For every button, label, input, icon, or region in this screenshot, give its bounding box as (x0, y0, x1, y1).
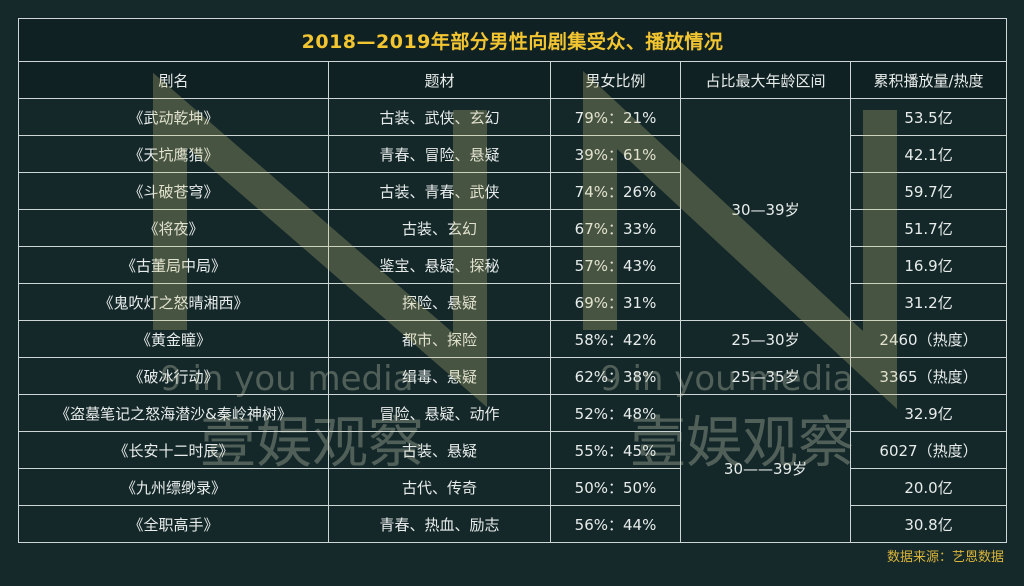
cell-genre: 古代、传奇 (328, 468, 551, 506)
cell-age-group: 25—35岁 (680, 357, 851, 395)
header-name: 剧名 (18, 61, 329, 99)
cell-ratio: 62%：38% (550, 357, 681, 395)
cell-age-group: 25—30岁 (680, 320, 851, 358)
cell-genre: 古装、玄幻 (328, 209, 551, 247)
cell-genre: 古装、武侠、玄幻 (328, 98, 551, 136)
cell-genre: 青春、热血、励志 (328, 505, 551, 543)
table-row: 《鬼吹灯之怒晴湘西》 探险、悬疑 69%：31% 31.2亿 (18, 283, 1008, 321)
cell-genre: 缉毒、悬疑 (328, 357, 551, 395)
header-age: 占比最大年龄区间 (680, 61, 851, 99)
header-plays: 累积播放量/热度 (849, 61, 1008, 99)
table-row: 《破冰行动》 缉毒、悬疑 62%：38% 25—35岁 3365（热度） (18, 357, 1008, 395)
table-row: 《将夜》 古装、玄幻 67%：33% 51.7亿 (18, 209, 1008, 247)
cell-name: 《天坑鹰猎》 (18, 135, 329, 173)
cell-name: 《盗墓笔记之怒海潜沙&秦岭神树》 (18, 394, 329, 432)
cell-plays: 31.2亿 (849, 283, 1008, 321)
table-row: 《九州缥缈录》 古代、传奇 50%：50% 20.0亿 (18, 468, 1008, 506)
cell-ratio: 74%：26% (550, 172, 681, 210)
data-source: 数据来源：艺恩数据 (886, 550, 1004, 565)
cell-ratio: 58%：42% (550, 320, 681, 358)
cell-ratio: 50%：50% (550, 468, 681, 506)
cell-age-group: 30——39岁 (680, 394, 851, 543)
cell-name: 《长安十二时辰》 (18, 431, 329, 469)
table-row: 《武动乾坤》 古装、武侠、玄幻 79%：21% 30—39岁 53.5亿 (18, 98, 1008, 321)
cell-genre: 探险、悬疑 (328, 283, 551, 321)
cell-name: 《破冰行动》 (18, 357, 329, 395)
cell-plays: 20.0亿 (849, 468, 1008, 506)
cell-genre: 冒险、悬疑、动作 (328, 394, 551, 432)
table-row: 《天坑鹰猎》 青春、冒险、悬疑 39%：61% 42.1亿 (18, 135, 1008, 173)
cell-plays: 30.8亿 (849, 505, 1008, 543)
cell-ratio: 39%：61% (550, 135, 681, 173)
table-title: 2018—2019年部分男性向剧集受众、播放情况 (17, 18, 1008, 62)
cell-name: 《全职高手》 (18, 505, 329, 543)
table-row: 《古董局中局》 鉴宝、悬疑、探秘 57%：43% 16.9亿 (18, 246, 1008, 284)
cell-name: 《将夜》 (18, 209, 329, 247)
table-row: 《长安十二时辰》 古装、悬疑 55%：45% 6027（热度） (18, 431, 1008, 469)
cell-ratio: 56%：44% (550, 505, 681, 543)
cell-plays: 42.1亿 (849, 135, 1008, 173)
table-row: 《黄金瞳》 都市、探险 58%：42% 25—30岁 2460（热度） (18, 320, 1008, 358)
header-genre: 题材 (328, 61, 551, 99)
cell-genre: 古装、悬疑 (328, 431, 551, 469)
cell-genre: 都市、探险 (328, 320, 551, 358)
cell-plays: 3365（热度） (849, 357, 1008, 395)
cell-plays: 2460（热度） (849, 320, 1008, 358)
data-table: 2018—2019年部分男性向剧集受众、播放情况 剧名 题材 男女比例 占比最大… (17, 18, 1008, 543)
cell-plays: 32.9亿 (849, 394, 1008, 432)
cell-ratio: 52%：48% (550, 394, 681, 432)
cell-name: 《斗破苍穹》 (18, 172, 329, 210)
cell-plays: 6027（热度） (849, 431, 1008, 469)
header-row: 剧名 题材 男女比例 占比最大年龄区间 累积播放量/热度 (18, 61, 1008, 99)
cell-name: 《古董局中局》 (18, 246, 329, 284)
cell-ratio: 69%：31% (550, 283, 681, 321)
header-ratio: 男女比例 (550, 61, 681, 99)
cell-name: 《武动乾坤》 (18, 98, 329, 136)
cell-name: 《九州缥缈录》 (18, 468, 329, 506)
cell-ratio: 67%：33% (550, 209, 681, 247)
cell-ratio: 55%：45% (550, 431, 681, 469)
cell-genre: 古装、青春、武侠 (328, 172, 551, 210)
cell-plays: 59.7亿 (849, 172, 1008, 210)
cell-ratio: 57%：43% (550, 246, 681, 284)
cell-ratio: 79%：21% (550, 98, 681, 136)
cell-name: 《鬼吹灯之怒晴湘西》 (18, 283, 329, 321)
cell-age-group: 30—39岁 (680, 98, 851, 321)
cell-plays: 16.9亿 (849, 246, 1008, 284)
cell-genre: 鉴宝、悬疑、探秘 (328, 246, 551, 284)
table-row: 《全职高手》 青春、热血、励志 56%：44% 30.8亿 (18, 505, 1008, 543)
table-row: 《盗墓笔记之怒海潜沙&秦岭神树》 冒险、悬疑、动作 52%：48% 30——39… (18, 394, 1008, 543)
cell-plays: 53.5亿 (849, 98, 1008, 136)
table-row: 《斗破苍穹》 古装、青春、武侠 74%：26% 59.7亿 (18, 172, 1008, 210)
cell-plays: 51.7亿 (849, 209, 1008, 247)
cell-name: 《黄金瞳》 (18, 320, 329, 358)
cell-genre: 青春、冒险、悬疑 (328, 135, 551, 173)
